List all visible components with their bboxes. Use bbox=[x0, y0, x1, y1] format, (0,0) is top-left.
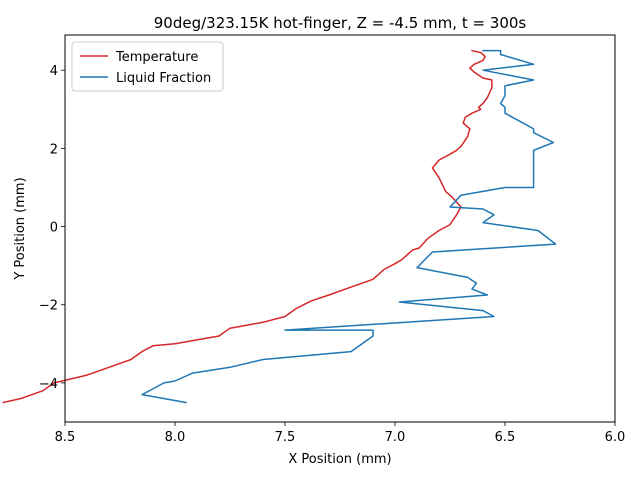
y-axis-ticks: −4 −2 0 2 4 bbox=[39, 64, 65, 392]
y-tick-label: −2 bbox=[39, 299, 58, 314]
series-layer bbox=[2, 49, 557, 404]
x-tick-label: 8.5 bbox=[55, 430, 76, 445]
y-tick-label: 2 bbox=[50, 142, 58, 157]
legend-label: Temperature bbox=[115, 50, 198, 65]
y-tick-label: 0 bbox=[50, 221, 58, 236]
legend-label: Liquid Fraction bbox=[116, 71, 211, 86]
series-line-temperature bbox=[2, 49, 493, 404]
legend: Temperature Liquid Fraction bbox=[71, 41, 224, 92]
y-tick-label: 4 bbox=[50, 64, 58, 79]
chart-title: 90deg/323.15K hot-finger, Z = -4.5 mm, t… bbox=[154, 14, 527, 32]
series-line-liquid-fraction bbox=[141, 49, 557, 404]
x-tick-label: 6.5 bbox=[495, 430, 516, 445]
axes-frame bbox=[64, 34, 616, 423]
y-axis-label: Y Position (mm) bbox=[13, 177, 28, 280]
x-tick-label: 6.0 bbox=[605, 430, 626, 445]
x-axis-label: X Position (mm) bbox=[288, 452, 391, 467]
legend-box bbox=[71, 41, 224, 92]
x-tick-label: 8.0 bbox=[165, 430, 186, 445]
y-tick-label: −4 bbox=[39, 377, 58, 392]
x-tick-label: 7.0 bbox=[385, 430, 406, 445]
x-axis-ticks: 8.5 8.0 7.5 7.0 6.5 6.0 bbox=[55, 422, 626, 445]
x-tick-label: 7.5 bbox=[275, 430, 296, 445]
